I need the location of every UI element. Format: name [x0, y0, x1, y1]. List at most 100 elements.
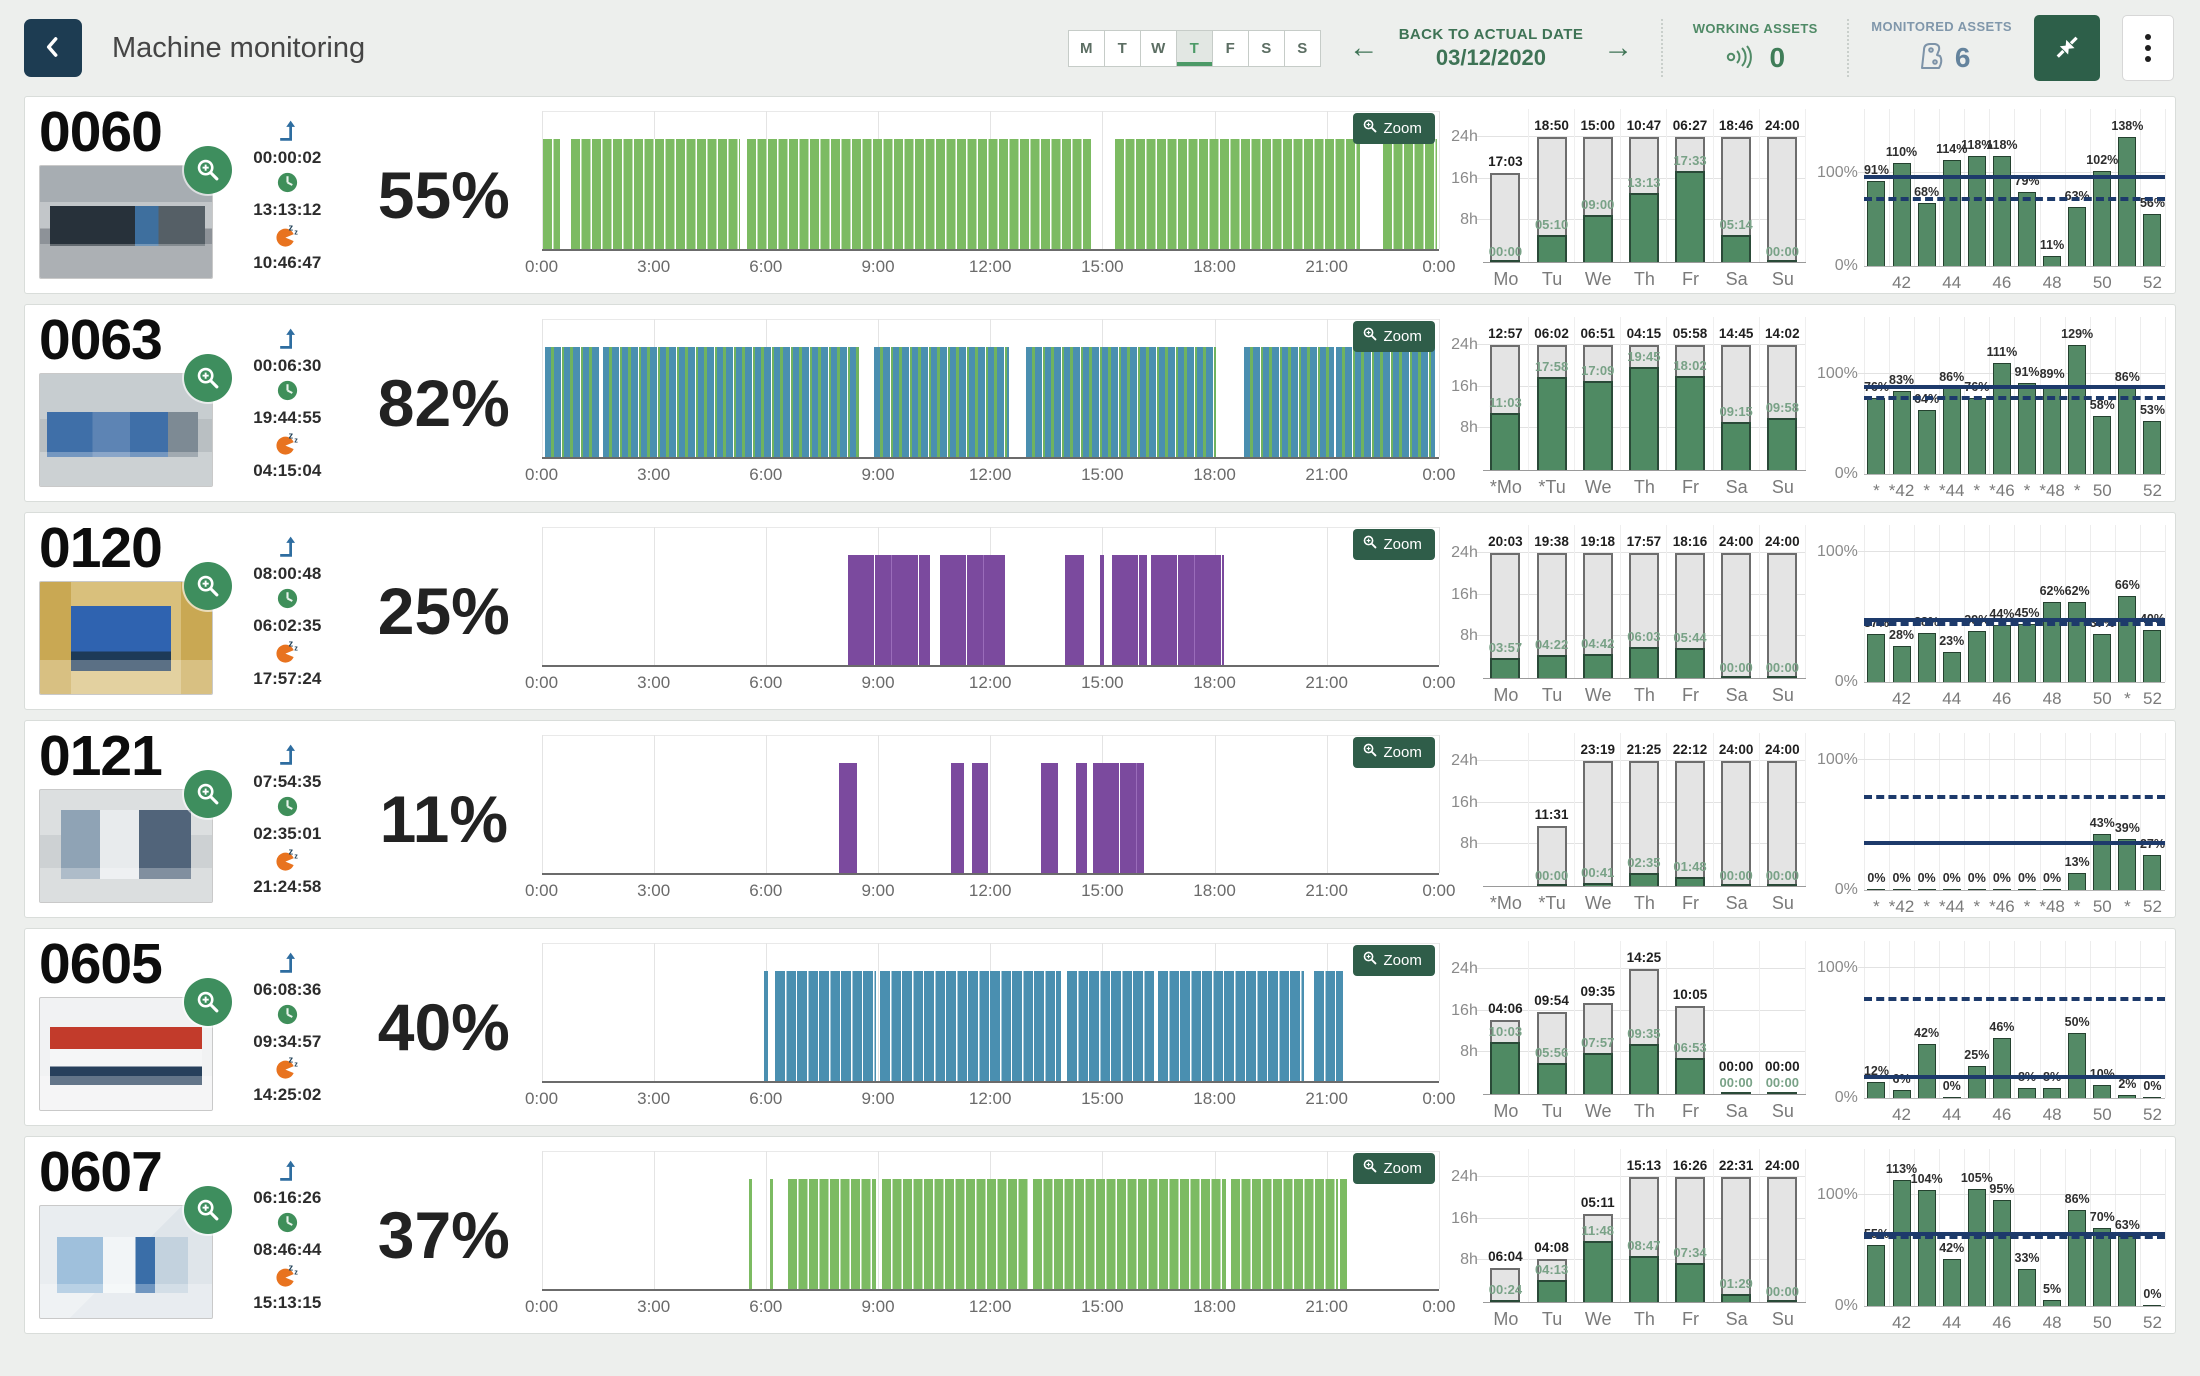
activity-segment — [848, 555, 931, 665]
time-tick: 15:00 — [1081, 257, 1124, 276]
day-button-1[interactable]: T — [1103, 29, 1141, 67]
zoom-button[interactable]: Zoom — [1352, 1153, 1435, 1184]
machine-photo[interactable] — [39, 769, 232, 903]
time-tick: 3:00 — [637, 257, 671, 276]
weekly-percent-chart: 100% 0% 12% 6% 42% 0% 25% 46% 8% 8% 50% 10% 2% 0% 42 44… — [1810, 929, 2175, 1125]
activity-segment — [749, 1179, 752, 1289]
day-button-3[interactable]: T — [1175, 29, 1213, 67]
machine-photo[interactable] — [39, 145, 232, 279]
photo-zoom-badge[interactable] — [184, 353, 232, 402]
idle-hours-label: 17:57 — [1626, 534, 1662, 550]
week-utilization-label: 0% — [1867, 870, 1886, 885]
prev-date-arrow[interactable]: ← — [1343, 32, 1385, 64]
day-axis-label: Th — [1633, 1101, 1655, 1121]
day-axis-label: *Mo — [1489, 477, 1522, 497]
collapse-arrows-icon — [2051, 31, 2083, 66]
total-hours-bar — [1767, 553, 1798, 678]
week-utilization-bar — [1967, 155, 1986, 266]
gridline — [541, 735, 543, 873]
idle-hours-label: 06:02 — [1534, 326, 1569, 342]
week-utilization-bar — [1992, 888, 2011, 890]
gridline — [1438, 527, 1440, 665]
day-button-0[interactable]: M — [1067, 29, 1105, 67]
working-time: 13:13:12 — [253, 200, 322, 219]
gridline — [541, 319, 543, 457]
week-utilization-label: 0% — [1942, 870, 1961, 885]
week-utilization-label: 62% — [2064, 583, 2090, 598]
working-hours-label: 00:00 — [1765, 243, 1799, 259]
time-tick: 9:00 — [861, 257, 895, 276]
weekly-plot: 100% 0% 12% 6% 42% 0% 25% 46% 8% 8% 50% 10% 2% 0% — [1817, 941, 2167, 1106]
day-button-6[interactable]: S — [1283, 29, 1321, 67]
week-axis-label: 52 — [2142, 273, 2162, 292]
time-tick: 6:00 — [749, 881, 783, 900]
photo-zoom-badge[interactable] — [184, 769, 232, 818]
week-axis-label: * — [1873, 897, 1880, 916]
machine-id: 0605 — [39, 932, 163, 996]
machine-row: 0121 07:54:35 02:35:01 z z 21:24:58 11% Zo… — [24, 720, 2176, 918]
photo-zoom-badge[interactable] — [184, 145, 232, 194]
week-utilization-label: 43% — [2089, 816, 2115, 831]
week-utilization-label: 5% — [2043, 1282, 2062, 1297]
week-utilization-bar — [2118, 596, 2137, 682]
daily-hours-chart: 8h 16h 24h 00:24 06:04 04:13 04:08 11:48 05:11 08… — [1439, 1137, 1810, 1333]
zoom-button[interactable]: Zoom — [1352, 945, 1435, 976]
machine-photo[interactable] — [39, 353, 232, 487]
zoom-button[interactable]: Zoom — [1352, 321, 1435, 352]
week-utilization-label: 70% — [2089, 1210, 2115, 1225]
zoom-button[interactable]: Zoom — [1352, 113, 1435, 144]
photo-zoom-badge[interactable] — [184, 1185, 232, 1234]
zoom-button[interactable]: Zoom — [1352, 529, 1435, 560]
activity-segment — [1093, 763, 1144, 873]
average-line-solid — [1863, 1232, 2166, 1236]
time-tick: 21:00 — [1305, 881, 1348, 900]
time-tick: 0:00 — [1422, 465, 1456, 484]
week-axis-label: *42 — [1888, 897, 1915, 916]
day-button-2[interactable]: W — [1139, 29, 1177, 67]
gridline — [1438, 735, 1440, 873]
week-utilization-bar — [2118, 1236, 2137, 1306]
zoom-button[interactable]: Zoom — [1352, 737, 1435, 768]
working-hours-label: 00:00 — [1765, 1283, 1799, 1299]
idle-hours-label: 06:27 — [1672, 118, 1708, 134]
week-utilization-label: 58% — [2089, 398, 2115, 412]
gridline — [1326, 527, 1328, 665]
monitored-assets-count: 6 — [1954, 41, 1971, 73]
machine-photo[interactable] — [39, 1185, 232, 1319]
hours-axis-label: 16h — [1451, 169, 1478, 187]
activity-segment — [1066, 971, 1155, 1081]
working-hours-label: 00:00 — [1488, 243, 1523, 259]
total-hours-bar — [1490, 553, 1521, 678]
week-utilization-bar — [1917, 1043, 1936, 1098]
daily-hours-chart: 8h 16h 24h 11:03 12:57 17:58 06:02 17:09 06:51 19… — [1439, 305, 1810, 501]
activity-segment — [1313, 971, 1344, 1081]
time-tick: 12:00 — [968, 1089, 1012, 1108]
menu-button[interactable] — [2122, 15, 2174, 81]
machine-photo[interactable] — [39, 977, 232, 1111]
day-button-4[interactable]: F — [1211, 29, 1249, 67]
week-utilization-bar — [2068, 601, 2087, 682]
activity-segment — [881, 1179, 1028, 1289]
day-axis-label: *Tu — [1538, 893, 1566, 913]
next-date-arrow[interactable]: → — [1597, 32, 1639, 64]
photo-zoom-badge[interactable] — [184, 561, 232, 610]
week-utilization-bar — [1992, 1200, 2011, 1306]
idle-hours-label: 24:00 — [1765, 1158, 1800, 1174]
back-button[interactable] — [24, 19, 82, 77]
day-button-5[interactable]: S — [1247, 29, 1285, 67]
photo-zoom-badge[interactable] — [184, 977, 232, 1026]
collapse-button[interactable] — [2034, 15, 2100, 81]
week-axis-label: 50 — [2092, 481, 2112, 500]
week-utilization-label: 91% — [2014, 365, 2040, 379]
elapsed-time: 00:06:30 — [253, 356, 322, 375]
average-line-solid — [1863, 175, 2166, 180]
time-tick: 9:00 — [861, 465, 895, 484]
utilization-percent: 37% — [377, 1198, 510, 1272]
working-hours-bar — [1675, 1058, 1706, 1094]
percent-axis-bottom: 0% — [1834, 257, 1858, 274]
machine-photo[interactable] — [39, 561, 232, 695]
daily-hours-chart: 8h 16h 24h 03:57 20:03 04:22 19:38 04:42 19:18 06… — [1439, 513, 1810, 709]
